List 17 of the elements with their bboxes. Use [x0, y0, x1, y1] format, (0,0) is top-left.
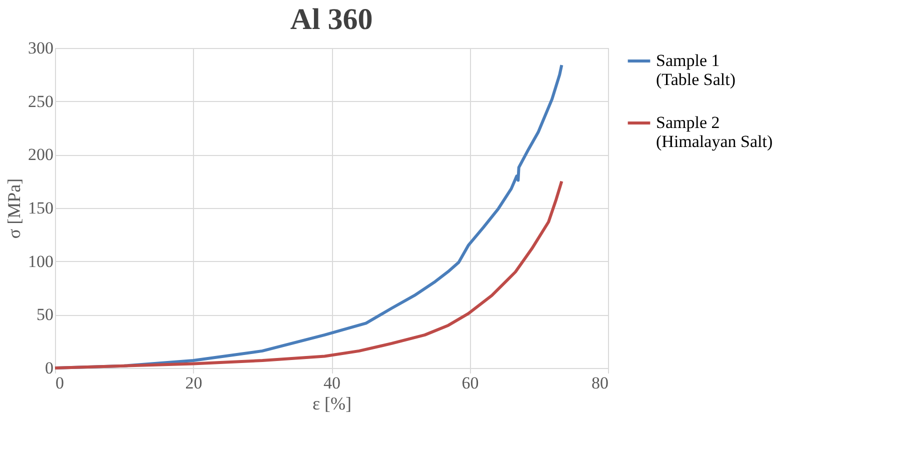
y-tick-label: 50 — [36, 305, 54, 324]
y-axis-title: σ [MPa] — [4, 178, 24, 239]
y-tick-label: 200 — [28, 145, 54, 164]
y-tick-label: 150 — [28, 198, 54, 218]
line-series — [54, 180, 564, 370]
chart-title: Al 360 — [290, 3, 373, 36]
x-tick-label: 80 — [592, 374, 608, 392]
legend-label: Sample 2 (Himalayan Salt) — [656, 113, 773, 151]
x-axis-title: ε [%] — [312, 394, 352, 414]
x-tick-label: 40 — [324, 374, 340, 392]
y-tick-label: 100 — [28, 252, 54, 271]
x-tick-label: 60 — [462, 374, 479, 392]
y-tick-label: 250 — [28, 92, 54, 111]
x-tick-label: 20 — [185, 374, 202, 392]
y-tick-label: 0 — [45, 358, 54, 378]
legend-label: Sample 1 (Table Salt) — [656, 51, 736, 89]
y-tick-label: 300 — [28, 38, 54, 58]
